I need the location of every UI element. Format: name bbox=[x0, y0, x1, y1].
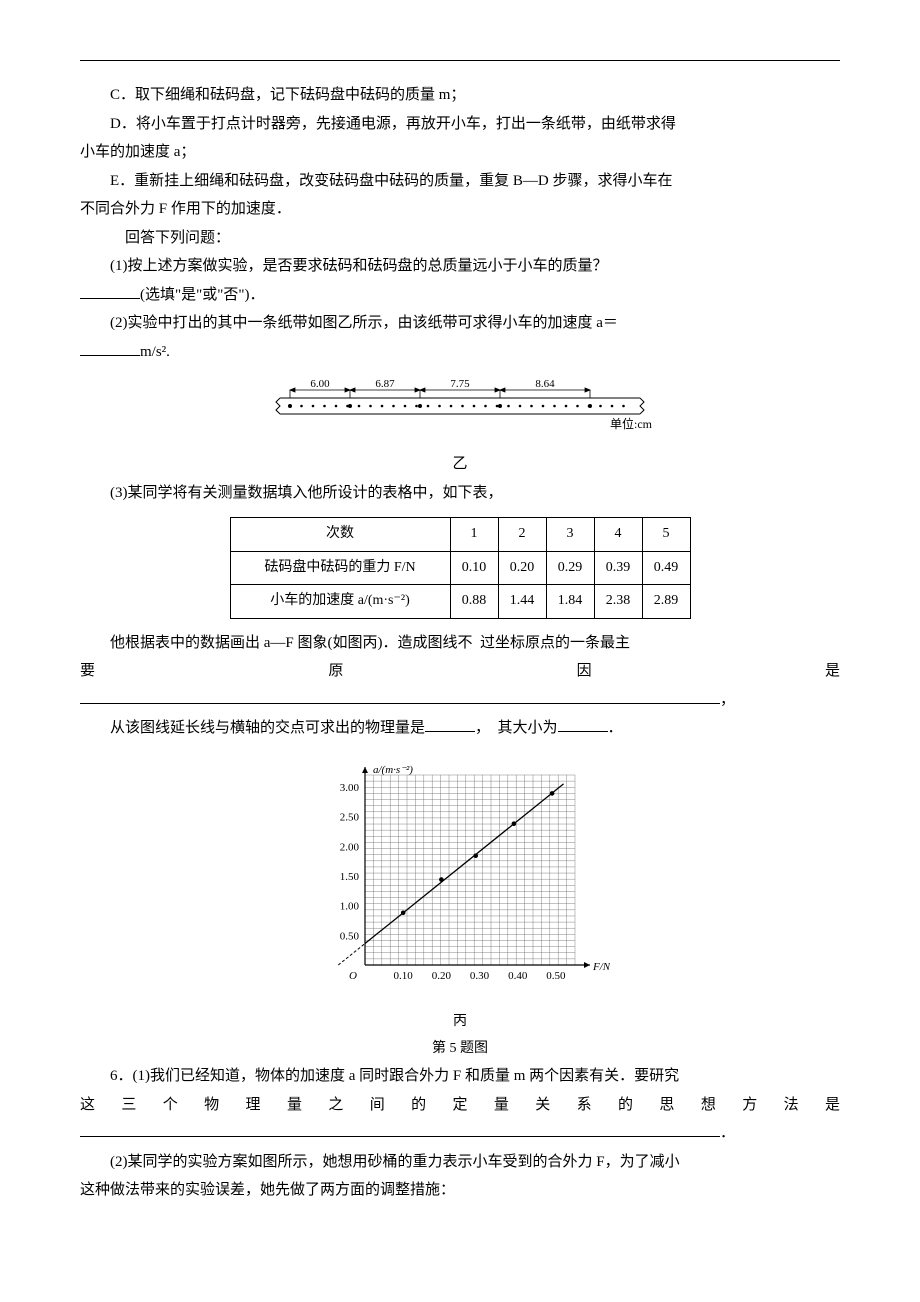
th-count: 次数 bbox=[230, 518, 450, 552]
th-force: 砝码盘中砝码的重力 F/N bbox=[230, 551, 450, 585]
q6-1-line2: 这三个物理量之间的定量关系的思想方法是 bbox=[80, 1091, 840, 1120]
q6-2-line2: 这种做法带来的实验误差，她先做了两方面的调整措施： bbox=[80, 1176, 840, 1205]
svg-text:2.50: 2.50 bbox=[340, 811, 360, 823]
tape-caption: 乙 bbox=[80, 450, 840, 479]
svg-text:1.50: 1.50 bbox=[340, 871, 360, 883]
seg-4: 8.64 bbox=[535, 378, 555, 390]
q6-1-line1: 6．(1)我们已经知道，物体的加速度 a 同时跟合外力 F 和质量 m 两个因素… bbox=[80, 1062, 840, 1091]
step-e-1: E．重新挂上细绳和砝码盘，改变砝码盘中砝码的质量，重复 B—D 步骤，求得小车在 bbox=[80, 167, 840, 196]
q3-body-3: 从该图线延长线与横轴的交点可求出的物理量是， 其大小为． bbox=[80, 714, 840, 743]
q2-line: (2)实验中打出的其中一条纸带如图乙所示，由该纸带可求得小车的加速度 a＝ bbox=[80, 309, 840, 338]
graph-caption-1: 丙 bbox=[80, 1009, 840, 1036]
svg-text:0.10: 0.10 bbox=[394, 970, 414, 982]
svg-text:2.00: 2.00 bbox=[340, 841, 360, 853]
seg-1: 6.00 bbox=[310, 378, 330, 390]
q3-body-2: 要原因是 bbox=[80, 657, 840, 686]
svg-text:0.50: 0.50 bbox=[546, 970, 566, 982]
tape-unit: 单位:cm bbox=[610, 416, 653, 431]
q3-intro: (3)某同学将有关测量数据填入他所设计的表格中，如下表， bbox=[80, 479, 840, 508]
svg-text:a/(m·s⁻²): a/(m·s⁻²) bbox=[373, 764, 413, 776]
svg-text:O: O bbox=[349, 970, 357, 982]
graph-caption-2: 第 5 题图 bbox=[80, 1036, 840, 1063]
tape-diagram: 6.00 6.87 7.75 8.64 单位:cm bbox=[260, 378, 660, 438]
step-c: C．取下细绳和砝码盘，记下砝码盘中砝码的质量 m； bbox=[80, 81, 840, 110]
page-top-rule bbox=[80, 60, 840, 61]
svg-text:1.00: 1.00 bbox=[340, 900, 360, 912]
q3-body-1: 他根据表中的数据画出 a—F 图象(如图丙)．造成图线不 过坐标原点的一条最主 bbox=[80, 629, 840, 658]
seg-3: 7.75 bbox=[450, 378, 470, 390]
step-e-2: 不同合外力 F 作用下的加速度． bbox=[80, 195, 840, 224]
answer-prompt: 回答下列问题： bbox=[80, 224, 840, 253]
q6-1-blank: ． bbox=[80, 1119, 840, 1148]
svg-text:0.30: 0.30 bbox=[470, 970, 490, 982]
step-d-2: 小车的加速度 a； bbox=[80, 138, 840, 167]
q6-2-line1: (2)某同学的实验方案如图所示，她想用砂桶的重力表示小车受到的合外力 F，为了减… bbox=[80, 1148, 840, 1177]
svg-text:0.40: 0.40 bbox=[508, 970, 528, 982]
svg-text:0.20: 0.20 bbox=[432, 970, 452, 982]
q1-line: (1)按上述方案做实验，是否要求砝码和砝码盘的总质量远小于小车的质量？ bbox=[80, 252, 840, 281]
svg-text:0.50: 0.50 bbox=[340, 930, 360, 942]
q2-unit: m/s². bbox=[80, 338, 840, 367]
data-table: 次数 1 2 3 4 5 砝码盘中砝码的重力 F/N 0.10 0.20 0.2… bbox=[80, 517, 840, 619]
q1-fill: (选填"是"或"否")． bbox=[80, 281, 840, 310]
step-d-1: D．将小车置于打点计时器旁，先接通电源，再放开小车，打出一条纸带，由纸带求得 bbox=[80, 110, 840, 139]
svg-text:F/N: F/N bbox=[592, 961, 610, 973]
seg-2: 6.87 bbox=[375, 378, 395, 390]
th-accel: 小车的加速度 a/(m·s⁻²) bbox=[230, 585, 450, 619]
svg-text:3.00: 3.00 bbox=[340, 782, 360, 794]
q3-blank: ， bbox=[80, 686, 840, 715]
graph-af: 0.50 1.00 1.50 2.00 2.50 3.00 0.10 0.20 0.30 0.40… bbox=[80, 755, 840, 1006]
